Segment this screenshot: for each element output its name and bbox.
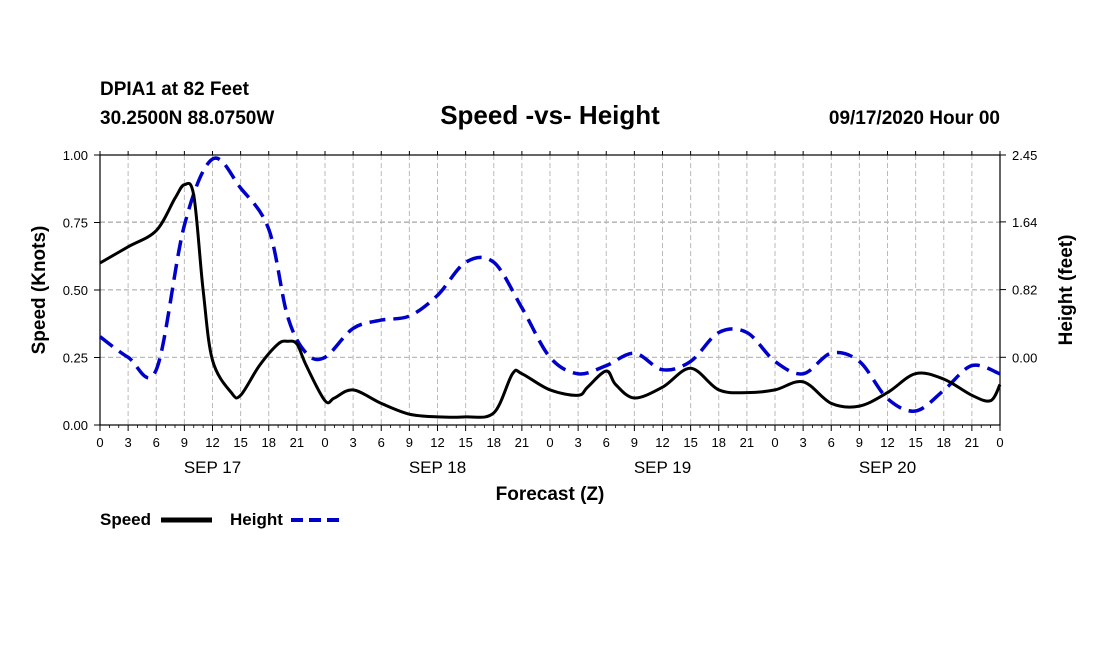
x-tick-label: 15 <box>908 435 922 450</box>
series-line-speed <box>99 181 1002 419</box>
series-lines <box>98 156 1002 419</box>
right-tick-label: 1.64 <box>1012 215 1037 230</box>
x-tick-label: 21 <box>515 435 529 450</box>
x-tick-label: 12 <box>655 435 669 450</box>
x-tick-label: 0 <box>321 435 328 450</box>
legend-label-height: Height <box>230 510 283 529</box>
right-tick-label: 2.45 <box>1012 148 1037 163</box>
x-tick-label: 15 <box>458 435 472 450</box>
left-tick-label: 0.75 <box>63 216 88 231</box>
day-label: SEP 19 <box>634 458 691 477</box>
x-tick-label: 0 <box>546 435 553 450</box>
x-tick-label: 6 <box>603 435 610 450</box>
x-tick-label: 9 <box>856 435 863 450</box>
x-tick-label: 3 <box>125 435 132 450</box>
left-y-axis: 0.00 0.25 0.50 0.75 1.00 <box>63 148 100 433</box>
day-label: SEP 20 <box>859 458 916 477</box>
x-tick-label: 12 <box>430 435 444 450</box>
x-tick-label: 9 <box>181 435 188 450</box>
x-tick-label: 18 <box>712 435 726 450</box>
x-tick-label: 3 <box>800 435 807 450</box>
x-tick-label: 21 <box>290 435 304 450</box>
grid <box>100 155 1000 425</box>
left-tick-label: 0.25 <box>63 351 88 366</box>
run-time-label: 09/17/2020 Hour 00 <box>829 108 1000 129</box>
x-tick-label: 0 <box>771 435 778 450</box>
left-tick-label: 1.00 <box>63 148 88 163</box>
x-tick-label: 9 <box>631 435 638 450</box>
x-tick-label: 3 <box>350 435 357 450</box>
x-tick-label: 12 <box>880 435 894 450</box>
x-tick-label: 9 <box>406 435 413 450</box>
day-label: SEP 17 <box>184 458 241 477</box>
chart-title: Speed -vs- Height <box>440 100 660 130</box>
right-axis-title: Height (feet) <box>1056 235 1077 346</box>
coords-label: 30.2500N 88.0750W <box>100 108 274 129</box>
x-tick-label: 6 <box>153 435 160 450</box>
left-axis-title: Speed (Knots) <box>29 226 50 355</box>
x-tick-label: 0 <box>96 435 103 450</box>
legend: Speed Height <box>100 510 342 529</box>
x-tick-label: 15 <box>683 435 697 450</box>
right-y-axis: 0.00 0.82 1.64 2.45 <box>1000 148 1037 365</box>
x-axis-title: Forecast (Z) <box>496 484 605 505</box>
x-tick-label: 0 <box>996 435 1003 450</box>
right-tick-label: 0.00 <box>1012 350 1037 365</box>
x-tick-label: 18 <box>262 435 276 450</box>
x-tick-label: 21 <box>965 435 979 450</box>
x-tick-label: 6 <box>828 435 835 450</box>
x-tick-label: 18 <box>937 435 951 450</box>
x-tick-label: 6 <box>378 435 385 450</box>
series-line-height <box>98 156 1001 413</box>
right-tick-label: 0.82 <box>1012 283 1037 298</box>
x-tick-label: 15 <box>233 435 247 450</box>
x-tick-label: 21 <box>740 435 754 450</box>
station-label: DPIA1 at 82 Feet <box>100 79 250 100</box>
x-axis: 0 3 6 9 12 15 18 21 0 3 6 9 12 15 18 21 0 3 6 9 12 15 18 21 0 3 6 9… <box>96 151 1004 477</box>
day-label: SEP 18 <box>409 458 466 477</box>
x-tick-label: 18 <box>487 435 501 450</box>
left-tick-label: 0.50 <box>63 283 88 298</box>
left-tick-label: 0.00 <box>63 418 88 433</box>
legend-label-speed: Speed <box>100 510 151 529</box>
x-tick-label: 12 <box>205 435 219 450</box>
x-tick-label: 3 <box>575 435 582 450</box>
